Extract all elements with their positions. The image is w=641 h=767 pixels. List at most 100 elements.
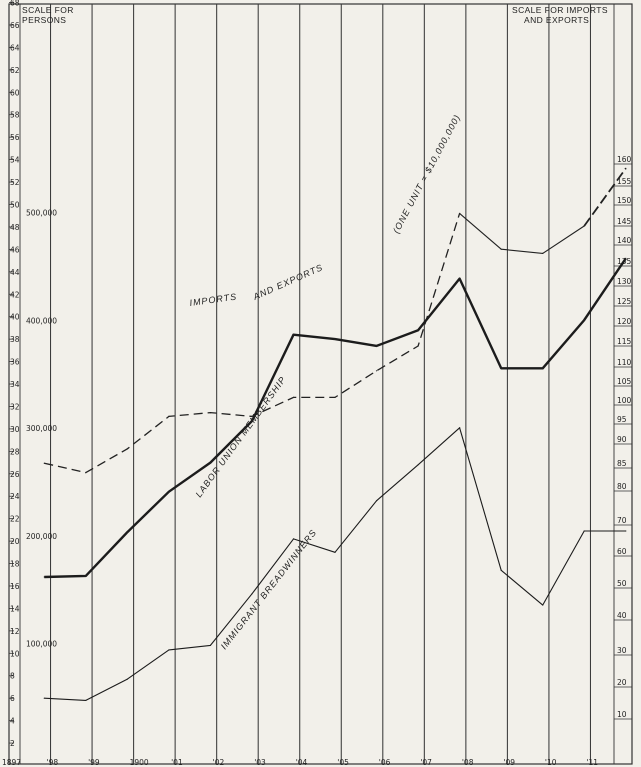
left-unit-tick-label: 58	[10, 111, 20, 120]
left-unit-tick-label: 40	[10, 313, 20, 322]
left-unit-tick-label: 60	[10, 88, 20, 97]
left-unit-tick-label: 54	[10, 156, 20, 165]
x-tick-label: 1900	[130, 758, 149, 767]
right-tick-label: 60	[617, 547, 627, 556]
series-point	[209, 461, 212, 464]
left-unit-tick-label: 66	[10, 21, 20, 30]
left-unit-tick-label: 34	[10, 380, 20, 389]
right-tick-label: 40	[617, 611, 627, 620]
series-point	[583, 225, 585, 227]
series-point	[625, 257, 627, 259]
left-unit-tick-label: 16	[10, 582, 20, 591]
series-point	[209, 412, 212, 414]
right-tick-label: 125	[617, 297, 632, 306]
left-unit-tick-label: 2	[10, 739, 15, 748]
x-tick-label: '01	[171, 758, 183, 767]
left-unit-tick-label: 62	[10, 66, 20, 75]
series-point	[500, 248, 502, 250]
x-tick-label: '04	[296, 758, 308, 767]
series-point	[417, 464, 419, 466]
series-point	[500, 569, 502, 571]
x-tick-label: '11	[586, 758, 598, 767]
right-tick-label: 100	[617, 396, 632, 405]
left-persons-tick-label: 200,000	[26, 532, 57, 541]
right-tick-label: 130	[617, 277, 632, 286]
grid	[8, 3, 633, 765]
series-point	[375, 345, 378, 347]
left-persons-tick-label: 500,000	[26, 209, 57, 218]
series-point	[292, 334, 295, 336]
series-point	[251, 415, 253, 417]
series-point	[168, 415, 170, 417]
series-point	[334, 551, 336, 553]
right-tick-label: 10	[617, 710, 627, 719]
series-point	[417, 329, 419, 331]
right-tick-label: 70	[617, 516, 627, 525]
series-point	[417, 345, 419, 347]
series-point	[209, 644, 212, 647]
x-axis: 1897 '98 '99 1900 '01 '02 '03 '04 '05 '06 '07 '08 '0…	[2, 758, 598, 767]
series-point	[583, 530, 585, 532]
left-unit-tick-label: 56	[10, 133, 20, 142]
series-point	[43, 576, 45, 578]
series-point	[168, 491, 170, 493]
series-point	[625, 530, 627, 532]
right-scale-heading-line-1: SCALE FOR IMPORTS	[512, 5, 608, 15]
right-tick-label: 110	[617, 358, 632, 367]
series-line-imports-exports-end	[583, 167, 627, 227]
right-tick-label: 155	[617, 177, 632, 186]
left-unit-tick-label: 36	[10, 358, 20, 367]
series-point	[583, 319, 585, 321]
x-tick-label: '10	[545, 758, 557, 767]
series-point	[459, 277, 461, 280]
left-unit-tick-label: 4	[10, 717, 15, 726]
left-scale-heading-line-2: PERSONS	[22, 15, 66, 25]
series-point	[126, 678, 128, 680]
series-line-imports-exports-solid	[459, 212, 585, 254]
left-persons-tick-label: 100,000	[26, 640, 57, 649]
x-tick-label: '98	[47, 758, 59, 767]
left-axis: 2468101214161820222426283032343638404244…	[9, 0, 57, 748]
series-point	[292, 538, 295, 540]
series-point	[43, 697, 45, 699]
series-point	[85, 472, 87, 474]
right-tick-label: 20	[617, 678, 627, 687]
series-point	[375, 500, 378, 502]
left-unit-tick-label: 52	[10, 178, 20, 187]
left-unit-tick-label: 32	[10, 402, 20, 411]
x-tick-label: '03	[254, 758, 266, 767]
series-point	[542, 604, 544, 606]
left-unit-tick-label: 20	[10, 537, 20, 546]
left-unit-tick-label: 30	[10, 425, 20, 434]
series-point	[375, 370, 378, 372]
right-tick-label: 115	[617, 337, 632, 346]
right-tick-label: 30	[617, 646, 627, 655]
series-point	[459, 212, 461, 214]
left-unit-tick-label: 68	[10, 0, 20, 8]
x-tick-label: '09	[503, 758, 515, 767]
right-tick-label: 140	[617, 236, 632, 245]
right-tick-label: 90	[617, 435, 627, 444]
left-unit-tick-label: 64	[10, 43, 20, 52]
left-unit-tick-label: 12	[10, 627, 20, 636]
left-unit-tick-label: 10	[10, 649, 20, 658]
series-point	[85, 575, 87, 577]
x-tick-label: 1897	[2, 758, 21, 767]
right-tick-label: 160	[617, 155, 632, 164]
right-axis: 10 20 30 40 50 60 70 80 85 90 95 100 105 110 115 120 125…	[614, 155, 632, 720]
right-tick-label: 145	[617, 217, 632, 226]
series-point	[334, 396, 336, 398]
series-point	[126, 448, 128, 450]
x-tick-label: '06	[379, 758, 391, 767]
left-unit-tick-label: 8	[10, 672, 15, 681]
left-persons-tick-label: 300,000	[26, 424, 57, 433]
series-group	[43, 167, 627, 702]
right-tick-label: 105	[617, 377, 632, 386]
left-scale-heading-line-1: SCALE FOR	[22, 5, 74, 15]
left-unit-tick-label: 48	[10, 223, 20, 232]
series-point	[334, 338, 336, 340]
series-point	[542, 367, 544, 369]
left-unit-tick-label: 46	[10, 245, 20, 254]
